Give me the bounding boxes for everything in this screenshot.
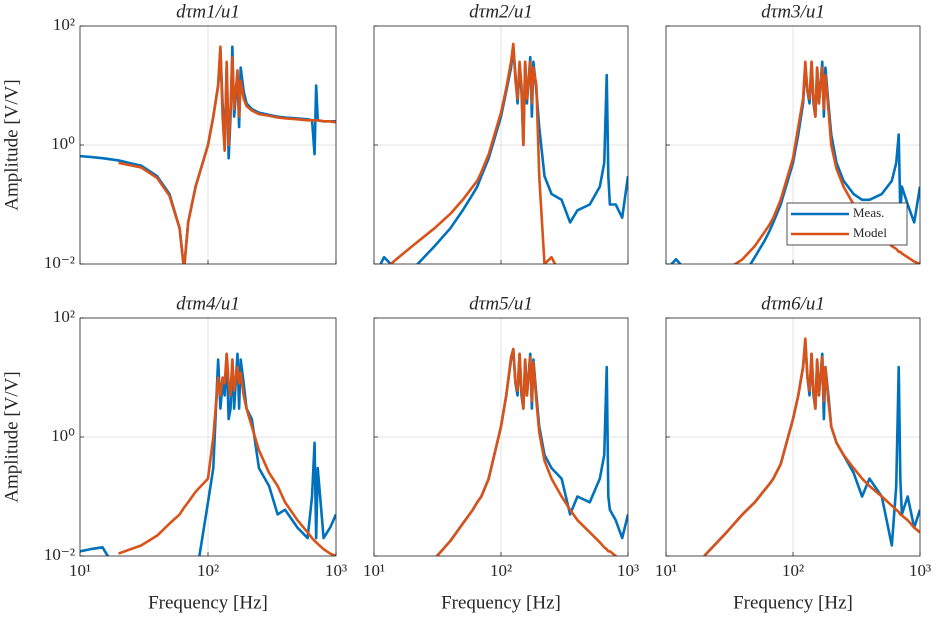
x-tick-label: 10³: [909, 561, 931, 580]
x-tick-label: 10¹: [655, 561, 677, 580]
y-tick-label: 10²: [53, 15, 75, 34]
data-line: [732, 60, 920, 264]
y-axis-label: Amplitude [V/V]: [1, 371, 22, 502]
subplot-title: dτm5/u1: [469, 293, 533, 314]
x-axis-label: Frequency [Hz]: [733, 592, 853, 613]
legend-label: Meas.: [853, 205, 884, 220]
legend-box: [786, 202, 908, 246]
y-tick-label: 10⁻²: [44, 253, 75, 272]
subplot: 10¹ 10² 10³ dτm6/u1 Frequency [Hz]: [655, 293, 931, 613]
subplot: dτm2/u1: [373, 1, 629, 265]
legend: Meas. Model: [786, 202, 908, 246]
subplot-title: dτm2/u1: [469, 1, 533, 22]
subplot-title: dτm4/u1: [176, 293, 240, 314]
subplot-title: dτm6/u1: [761, 293, 825, 314]
data-line: [118, 352, 336, 556]
subplot: dτm3/u1 Meas. Model: [665, 1, 921, 265]
y-tick-label: 10⁰: [51, 426, 75, 445]
subplot: 10¹ 10² 10³ 10⁻² 10⁰ 10² dτm4/u1 Frequency [Hz]…: [1, 293, 347, 613]
subplot: 10⁻² 10⁰ 10² dτm1/u1 Amplitude [V/V]: [1, 1, 337, 272]
y-tick-label: 10⁻²: [44, 545, 75, 564]
x-tick-label: 10²: [490, 561, 512, 580]
x-tick-label: 10³: [325, 561, 347, 580]
y-tick-label: 10⁰: [51, 134, 75, 153]
subplot-title: dτm1/u1: [176, 1, 240, 22]
data-area: [435, 347, 628, 556]
data-area: [80, 45, 336, 264]
data-line: [388, 42, 557, 264]
data-area: [379, 42, 628, 264]
y-axis-label: Amplitude [V/V]: [1, 79, 22, 210]
y-tick-label: 10²: [53, 307, 75, 326]
x-axis-label: Frequency [Hz]: [441, 592, 561, 613]
data-area: [80, 352, 336, 556]
data-line: [435, 347, 618, 556]
subplot-title: dτm3/u1: [761, 1, 825, 22]
data-line: [703, 337, 920, 556]
x-axis-label: Frequency [Hz]: [148, 592, 268, 613]
x-tick-label: 10¹: [69, 561, 91, 580]
subplot: 10¹ 10² 10³ dτm5/u1 Frequency [Hz]: [363, 293, 639, 613]
x-tick-label: 10³: [617, 561, 639, 580]
legend-label: Model: [853, 225, 887, 240]
data-area: [669, 60, 920, 264]
x-tick-label: 10²: [782, 561, 804, 580]
data-area: [703, 337, 920, 556]
x-tick-label: 10²: [197, 561, 219, 580]
data-line: [118, 45, 336, 264]
x-tick-label: 10¹: [363, 561, 385, 580]
